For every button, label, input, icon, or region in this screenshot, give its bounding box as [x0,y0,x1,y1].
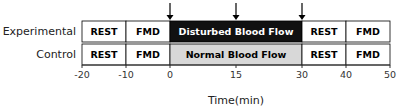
tick-label: 15 [230,69,242,80]
arrow-head [233,15,240,20]
segment [170,44,302,65]
tick [390,65,391,68]
segment-label: Normal Blood Flow [186,49,287,60]
tick [82,65,83,68]
arrow-head [167,15,174,20]
segment [346,21,390,42]
segment [82,21,126,42]
x-axis: -20 -10 0 15 30 40 50 Time(min) [74,65,396,107]
arrows [167,3,306,20]
segment [346,44,390,65]
arrow [233,3,240,20]
tick [346,65,347,68]
row-label: Experimental [3,25,76,38]
arrow-shaft [301,3,302,16]
segment-label: REST [310,49,338,60]
tick [236,65,237,68]
arrow-head [299,15,306,20]
segment-label: REST [90,26,118,37]
tick-label: -20 [74,69,90,80]
segment-label: FMD [136,26,160,37]
segment-label: REST [90,49,118,60]
tick-label: -10 [118,69,134,80]
arrow [299,3,306,20]
segments [82,21,390,65]
segment-label: Disturbed Blood Flow [179,26,294,37]
tick-label: 0 [167,69,173,80]
tick [170,65,171,68]
x-axis-label: Time(min) [207,94,264,107]
timeline-chart: Experimental REST FMD Disturbed Blood Flow R… [0,0,400,107]
arrow [167,3,174,20]
chart-container: Experimental REST FMD Disturbed Blood Flow R… [0,0,400,107]
arrow-shaft [235,3,236,16]
segment-label: FMD [136,49,160,60]
segment-label: FMD [356,26,380,37]
tick-label: 50 [384,69,396,80]
segment [126,44,170,65]
segment [126,21,170,42]
labels: Experimental REST FMD Disturbed Blood Flow R… [3,25,380,61]
segment [302,44,346,65]
row-label: Control [36,48,76,61]
segment [302,21,346,42]
tick [126,65,127,68]
segment-label: REST [310,26,338,37]
arrow-shaft [169,3,170,16]
tick [302,65,303,68]
segment [170,21,302,42]
segment-label: FMD [356,49,380,60]
tick-label: 40 [340,69,352,80]
segment [82,44,126,65]
tick-label: 30 [296,69,308,80]
